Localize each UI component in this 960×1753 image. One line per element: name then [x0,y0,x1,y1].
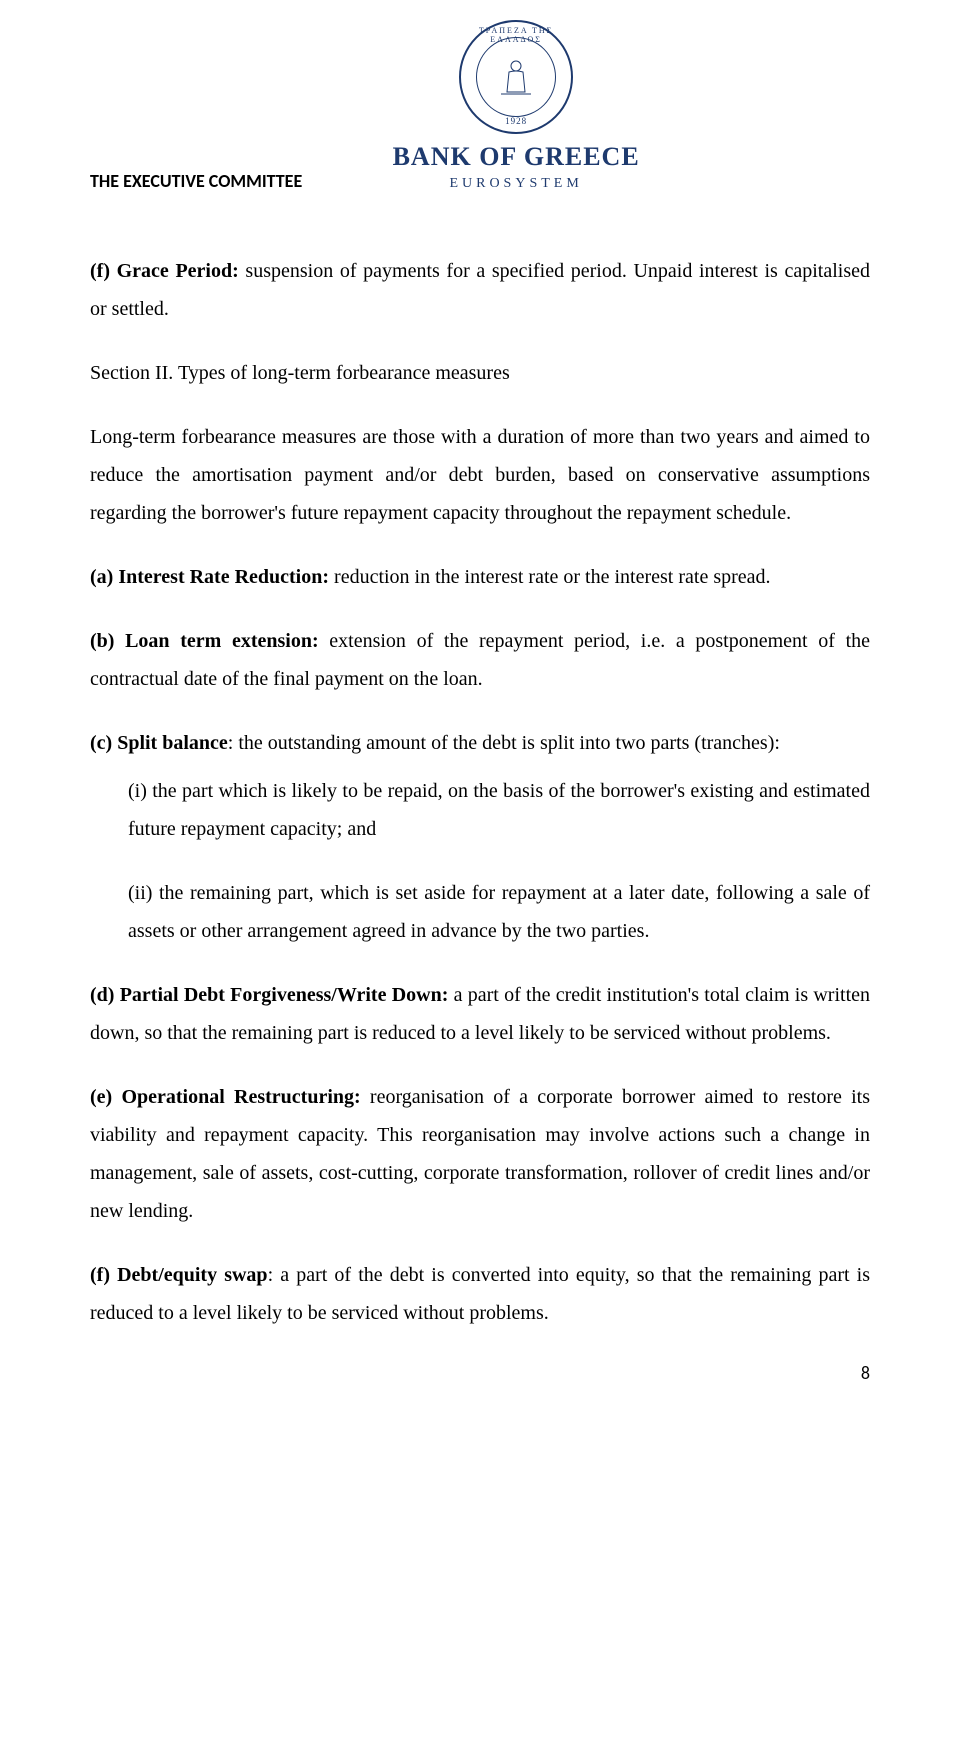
bank-seal-icon: ΤΡΑΠΕΖΑ ΤΗΣ ΕΛΛΑΔΟΣ 1928 [459,20,573,134]
section-2-intro: Long-term forbearance measures are those… [90,418,870,532]
logo-block: ΤΡΑΠΕΖΑ ΤΗΣ ΕΛΛΑΔΟΣ 1928 BANK OF GREECE … [162,20,870,192]
item-ff-label: (f) Debt/equity swap [90,1264,268,1286]
item-a-interest-rate: (a) Interest Rate Reduction: reduction i… [90,558,870,596]
page-number: 8 [861,1362,870,1384]
item-b-loan-term: (b) Loan term extension: extension of th… [90,622,870,698]
item-c-text: : the outstanding amount of the debt is … [228,732,780,754]
seal-year: 1928 [505,116,527,126]
item-a-label: (a) Interest Rate Reduction: [90,566,329,588]
seal-inner [476,37,556,117]
item-f-debt-equity-swap: (f) Debt/equity swap: a part of the debt… [90,1256,870,1332]
item-c-ii: (ii) the remaining part, which is set as… [90,874,870,950]
section-2-title: Section II. Types of long-term forbearan… [90,354,870,392]
item-c-i: (i) the part which is likely to be repai… [90,772,870,848]
item-c-label: (c) Split balance [90,732,228,754]
item-e-operational-restructuring: (e) Operational Restructuring: reorganis… [90,1078,870,1230]
seal-figure-icon [491,52,541,102]
item-a-text: reduction in the interest rate or the in… [329,566,770,588]
page-header: THE EXECUTIVE COMMITTEE ΤΡΑΠΕΖΑ ΤΗΣ ΕΛΛΑ… [90,20,870,192]
document-body: (f) Grace Period: suspension of payments… [90,252,870,1332]
bank-name: BANK OF GREECE [162,142,870,172]
item-c-split-balance: (c) Split balance: the outstanding amoun… [90,724,870,762]
item-f-grace-period: (f) Grace Period: suspension of payments… [90,252,870,328]
item-d-label: (d) Partial Debt Forgiveness/Write Down: [90,984,448,1006]
item-d-partial-forgiveness: (d) Partial Debt Forgiveness/Write Down:… [90,976,870,1052]
item-b-label: (b) Loan term extension: [90,630,319,652]
document-page: THE EXECUTIVE COMMITTEE ΤΡΑΠΕΖΑ ΤΗΣ ΕΛΛΑ… [0,0,960,1398]
eurosystem-label: EUROSYSTEM [162,176,870,192]
seal-text-top: ΤΡΑΠΕΖΑ ΤΗΣ ΕΛΛΑΔΟΣ [461,26,571,44]
item-e-label: (e) Operational Restructuring: [90,1086,361,1108]
item-f-label: (f) Grace Period: [90,260,239,282]
